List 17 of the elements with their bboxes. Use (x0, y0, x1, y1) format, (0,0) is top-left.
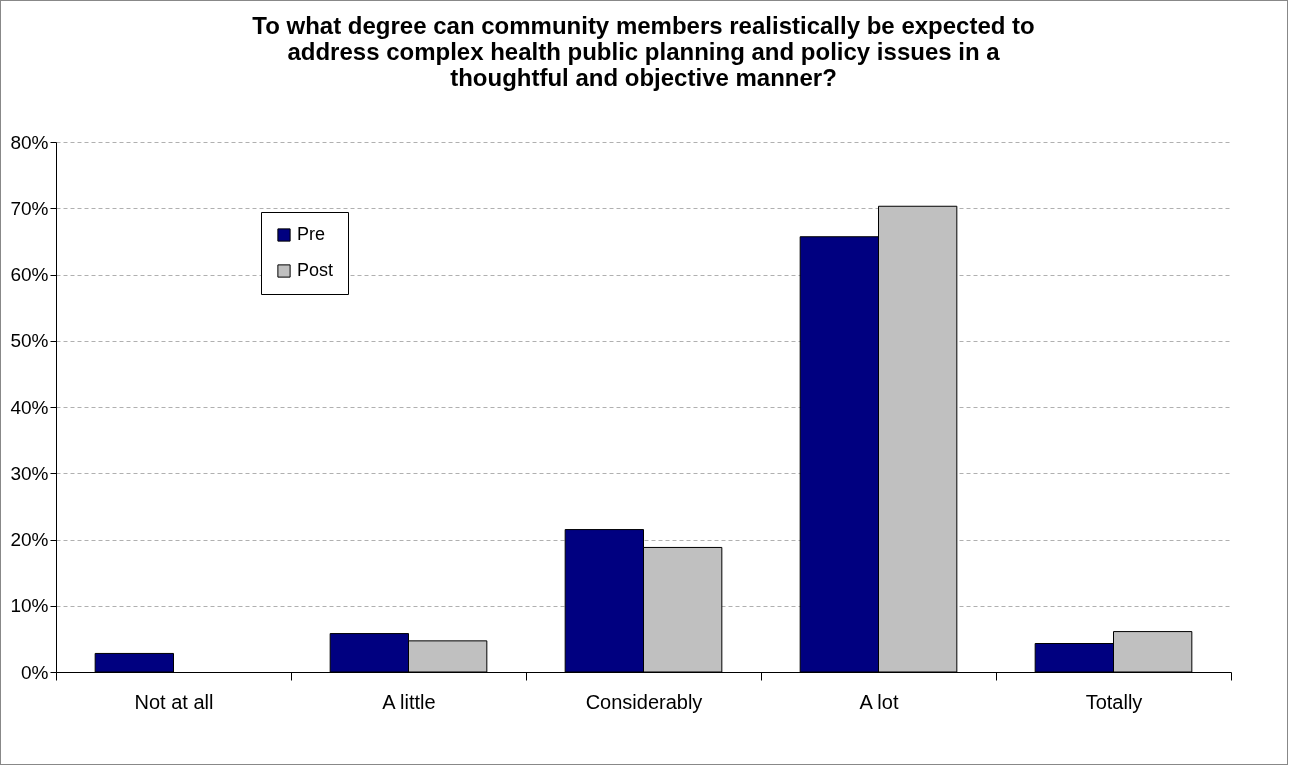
y-tick-label: 30% (10, 462, 49, 484)
x-tick-label: A lot (859, 690, 899, 713)
y-tick-label: 20% (10, 529, 49, 550)
x-tick-label: Totally (1085, 690, 1143, 713)
x-tick-label: A little (382, 690, 436, 713)
y-tick-label: 60% (10, 264, 49, 285)
x-tick-label: Not at all (134, 690, 214, 713)
legend-label: Post (297, 260, 334, 280)
y-tick-label: 40% (10, 396, 49, 418)
legend-label: Pre (297, 224, 326, 244)
chart-title: To what degree can community members realistically be expected to address complex health public planning and policy issues in a thoughtful and objective manner? (252, 12, 1035, 91)
x-tick-label: Considerably (585, 690, 703, 713)
y-tick-label: 80% (10, 131, 49, 153)
y-tick-label: 10% (10, 595, 49, 617)
y-tick-label: 70% (10, 197, 49, 219)
y-tick-label: 0% (21, 661, 49, 683)
y-tick-label: 50% (10, 330, 49, 352)
